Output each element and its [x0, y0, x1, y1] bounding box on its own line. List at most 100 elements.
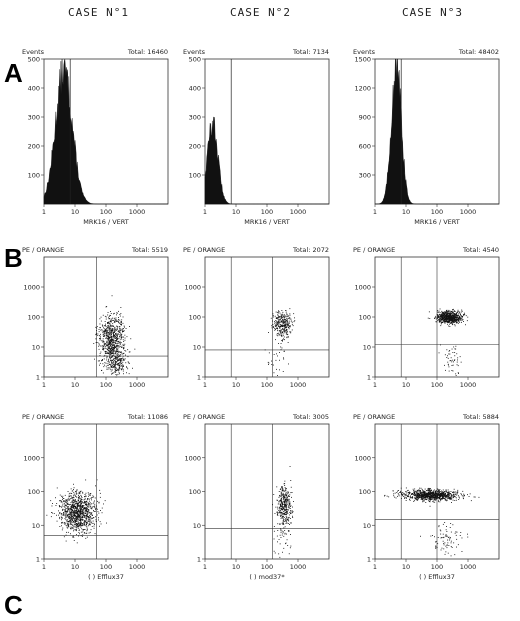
scatter-point — [76, 505, 78, 506]
scatter-point — [108, 322, 109, 324]
scatter-point — [74, 518, 76, 520]
scatter-point — [437, 492, 439, 494]
scatter-point — [398, 495, 400, 497]
scatter-point — [427, 489, 429, 491]
scatter-point — [407, 494, 409, 496]
scatter-point — [433, 489, 435, 491]
scatter-point — [75, 515, 76, 517]
scatter-point — [111, 332, 113, 334]
scatter-point — [82, 531, 84, 533]
scatter-point — [443, 316, 445, 318]
scatter-point — [116, 339, 118, 340]
scatter-point — [72, 509, 74, 511]
scatter-point — [427, 494, 429, 496]
scatter-point — [85, 520, 87, 521]
scatter-point — [110, 336, 111, 338]
scatter-point — [92, 520, 94, 522]
scatter-point — [442, 314, 444, 316]
scatter-point — [64, 518, 66, 520]
scatter-point — [276, 320, 278, 322]
scatter-point — [443, 317, 445, 319]
scatter-point — [90, 529, 92, 531]
scatter-point — [85, 492, 87, 494]
scatter-point — [114, 346, 116, 347]
y-tick-label: 300 — [359, 172, 371, 180]
scatter-point — [85, 517, 87, 519]
scatter-point — [422, 496, 424, 498]
scatter-point — [121, 336, 122, 338]
scatter-point — [117, 368, 119, 370]
scatter-point — [446, 499, 448, 501]
scatter-point — [283, 496, 285, 498]
scatter-point — [73, 499, 75, 501]
scatter-point — [443, 313, 444, 315]
scatter-point — [68, 525, 69, 527]
scatter-point — [282, 489, 284, 491]
scatter-point — [282, 340, 283, 342]
scatter-point — [76, 502, 78, 504]
scatter-point — [114, 335, 116, 337]
scatter-point — [443, 492, 445, 494]
scatter-point — [449, 538, 451, 540]
scatter-point — [73, 521, 75, 523]
scatter-point — [285, 321, 287, 323]
scatter-point — [71, 513, 73, 515]
scatter-point — [464, 494, 465, 496]
scatter-point — [71, 510, 73, 512]
scatter-point — [450, 318, 452, 319]
scatter-point — [283, 358, 285, 360]
scatter-point — [281, 492, 282, 494]
scatter-point — [287, 509, 289, 510]
scatter-point — [64, 510, 66, 512]
scatter-point — [419, 493, 421, 495]
scatter-point — [115, 340, 117, 342]
scatter-point — [84, 498, 86, 500]
scatter-point — [284, 494, 286, 495]
scatter-point — [89, 502, 91, 504]
scatter-point — [283, 321, 285, 323]
scatter-point — [79, 504, 81, 506]
scatter-point — [120, 368, 122, 370]
scatter-point — [285, 505, 286, 507]
scatter-point — [123, 341, 125, 342]
scatter-point — [284, 506, 286, 508]
scatter-point — [279, 326, 281, 327]
scatter-point — [409, 496, 411, 497]
x-tick-label: 100 — [431, 208, 443, 216]
scatter-point — [442, 318, 443, 320]
scatter-point — [440, 493, 442, 495]
scatter-point — [277, 318, 279, 320]
scatter-point — [287, 519, 289, 520]
scatter-point — [407, 492, 409, 494]
scatter-point — [440, 549, 442, 551]
scatter-point — [88, 509, 90, 511]
scatter-point — [81, 513, 83, 514]
scatter-point — [426, 496, 428, 498]
scatter-point — [117, 358, 119, 360]
scatter-point — [426, 499, 428, 501]
scatter-point — [82, 507, 84, 509]
scatter-point — [119, 368, 121, 370]
scatter-point — [99, 355, 101, 356]
scatter-point — [431, 496, 433, 498]
scatter-point — [285, 310, 287, 311]
scatter-point — [70, 519, 71, 521]
scatter-point — [73, 523, 75, 525]
scatter-point — [458, 311, 460, 313]
scatter-point — [412, 497, 414, 499]
scatter-point — [121, 322, 122, 323]
scatter-point — [88, 509, 90, 510]
scatter-point — [273, 538, 275, 540]
scatter-point — [277, 327, 278, 329]
scatter-point — [427, 495, 428, 497]
scatter-point — [447, 495, 449, 497]
scatter-point — [281, 502, 283, 504]
scatter-point — [449, 313, 451, 315]
scatter-point — [73, 501, 75, 503]
scatter-point — [119, 344, 121, 346]
scatter-point — [113, 317, 115, 319]
scatter-point — [80, 512, 82, 514]
scatter-point — [90, 516, 92, 518]
scatter-point — [467, 316, 469, 318]
